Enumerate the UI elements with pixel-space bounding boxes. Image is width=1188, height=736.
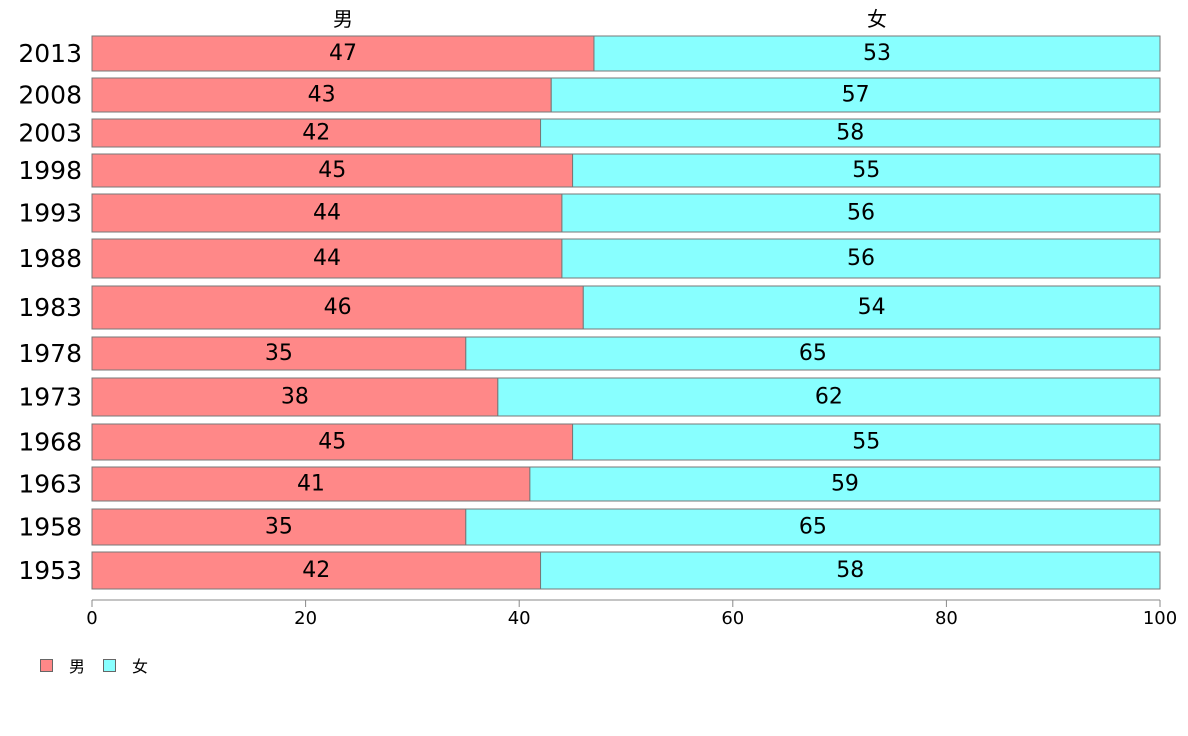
x-axis: 0 20 40 60 80 100 — [86, 599, 1177, 629]
legend-label-male: 男 — [69, 657, 86, 676]
bar-male-2013 — [91, 35, 595, 72]
legend: 男 女 — [40, 653, 166, 677]
data-label-female-1953: 58 — [836, 558, 864, 583]
legend-item-male: 男 — [40, 653, 85, 677]
legend-item-female: 女 — [103, 653, 148, 677]
bar-female-1978 — [465, 336, 1161, 371]
bar-female-1953 — [540, 551, 1161, 590]
bar-male-1963 — [91, 466, 531, 502]
data-label-female-1963: 59 — [831, 472, 859, 497]
data-label-female-2008: 57 — [842, 83, 870, 108]
data-label-male-2013: 47 — [329, 41, 357, 66]
x-tick-label-0: 0 — [86, 608, 97, 629]
legend-label-female: 女 — [132, 657, 149, 676]
data-label-male-1958: 35 — [265, 515, 293, 540]
bars-group: 47 53 43 57 42 58 45 55 44 56 44 56 46 54 35 65 38 62 45 55… — [91, 35, 1161, 590]
data-label-male-1968: 45 — [318, 430, 346, 455]
y-tick-label-1993: 1993 — [18, 199, 82, 228]
data-label-male-2008: 43 — [308, 83, 336, 108]
legend-swatch-female — [103, 658, 117, 672]
data-label-male-1953: 42 — [302, 558, 330, 583]
bar-male-1998 — [91, 153, 574, 188]
data-label-female-1968: 55 — [852, 430, 880, 455]
y-tick-label-2003: 2003 — [18, 119, 82, 148]
data-label-male-1973: 38 — [281, 385, 309, 410]
data-label-female-1973: 62 — [815, 385, 843, 410]
bar-male-1958 — [91, 508, 467, 546]
y-tick-label-1953: 1953 — [18, 556, 82, 585]
data-label-male-1998: 45 — [318, 158, 346, 183]
data-label-male-1988: 44 — [313, 246, 341, 271]
bar-male-2008 — [91, 77, 552, 113]
bar-female-2008 — [550, 77, 1161, 113]
data-label-female-2013: 53 — [863, 41, 891, 66]
data-label-female-1958: 65 — [799, 515, 827, 540]
x-tick-label-60: 60 — [721, 608, 744, 629]
bar-male-1973 — [91, 377, 499, 417]
top-label-female: 女 — [867, 7, 887, 31]
bar-male-1968 — [91, 423, 574, 461]
bar-female-1983 — [582, 285, 1161, 330]
y-tick-label-2008: 2008 — [18, 81, 82, 110]
y-tick-label-1973: 1973 — [18, 383, 82, 412]
x-tick-label-40: 40 — [508, 608, 531, 629]
data-label-male-1993: 44 — [313, 201, 341, 226]
bar-male-1953 — [91, 551, 542, 590]
data-label-male-1983: 46 — [324, 295, 352, 320]
bar-male-2003 — [91, 118, 542, 148]
x-tick-label-20: 20 — [294, 608, 317, 629]
data-label-female-1998: 55 — [852, 158, 880, 183]
bar-female-1958 — [465, 508, 1161, 546]
y-axis-labels: 2013 2008 2003 1998 1993 1988 1983 1978 1973 1968… — [18, 39, 82, 585]
data-label-female-2003: 58 — [836, 121, 864, 146]
data-label-female-1988: 56 — [847, 246, 875, 271]
y-tick-label-1998: 1998 — [18, 156, 82, 185]
bar-female-2013 — [593, 35, 1161, 72]
y-tick-label-2013: 2013 — [18, 39, 82, 68]
data-label-female-1978: 65 — [799, 341, 827, 366]
bar-female-1973 — [497, 377, 1161, 417]
x-tick-label-100: 100 — [1143, 608, 1177, 629]
y-tick-label-1963: 1963 — [18, 470, 82, 499]
data-label-male-1963: 41 — [297, 472, 325, 497]
x-tick-label-80: 80 — [935, 608, 958, 629]
y-tick-label-1968: 1968 — [18, 428, 82, 457]
bar-female-1993 — [561, 193, 1161, 233]
bar-male-1993 — [91, 193, 563, 233]
y-tick-label-1988: 1988 — [18, 244, 82, 273]
data-label-male-1978: 35 — [265, 341, 293, 366]
top-label-male: 男 — [333, 7, 353, 31]
data-label-male-2003: 42 — [302, 121, 330, 146]
y-tick-label-1978: 1978 — [18, 339, 82, 368]
bar-female-1963 — [529, 466, 1161, 502]
bar-female-1998 — [572, 153, 1161, 188]
bar-female-1988 — [561, 238, 1161, 279]
legend-swatch-male — [40, 658, 53, 672]
y-tick-label-1958: 1958 — [18, 513, 82, 542]
top-series-labels: 男女 — [333, 7, 887, 31]
data-label-female-1993: 56 — [847, 201, 875, 226]
data-label-female-1983: 54 — [858, 295, 886, 320]
bar-female-2003 — [540, 118, 1161, 148]
bar-male-1983 — [91, 285, 584, 330]
bar-female-1968 — [572, 423, 1161, 461]
y-tick-label-1983: 1983 — [18, 293, 82, 322]
